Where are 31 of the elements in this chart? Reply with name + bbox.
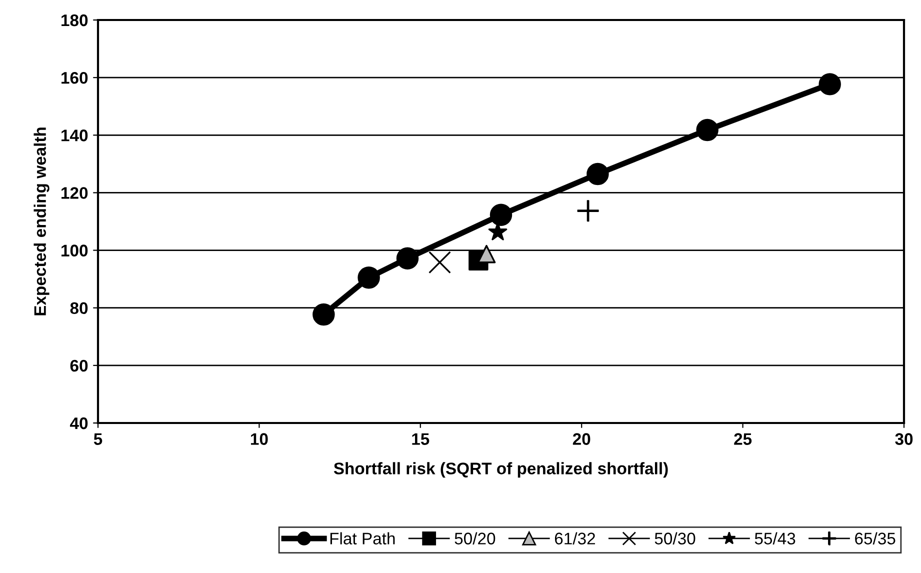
x-tick-label: 30 — [895, 433, 913, 445]
y-tick-label: 180 — [62, 14, 88, 26]
point — [396, 247, 419, 270]
legend-label: 50/30 — [654, 532, 696, 544]
x-tick-label: 5 — [94, 433, 102, 445]
point — [696, 118, 718, 142]
point — [586, 162, 609, 186]
y-tick-label: 80 — [70, 302, 88, 314]
legend-label: 50/20 — [454, 532, 496, 544]
x-tick-label: 20 — [572, 433, 590, 445]
y-tick-label: 40 — [70, 417, 88, 430]
x-tick-label: 25 — [734, 433, 752, 445]
y-axis-title: Expected ending wealth — [34, 128, 50, 316]
legend-label: 61/32 — [554, 532, 595, 544]
y-tick-label: 160 — [62, 72, 88, 84]
y-tick-label: 100 — [62, 244, 88, 256]
point — [358, 266, 380, 289]
point — [312, 303, 335, 326]
x-axis-title: Shortfall risk (SQRT of penalized shortfall) — [334, 462, 668, 478]
legend-label: Flat Path — [330, 532, 395, 544]
legend-label: 65/35 — [855, 532, 896, 544]
x-tick-label: 10 — [250, 433, 268, 445]
point — [577, 200, 599, 222]
point — [490, 204, 512, 226]
x-tick-label: 15 — [412, 433, 430, 445]
legend-label: 55/43 — [754, 532, 796, 544]
point — [818, 73, 841, 96]
y-tick-label: 120 — [62, 187, 88, 199]
y-tick-label: 60 — [70, 360, 88, 372]
point — [428, 251, 451, 274]
y-tick-label: 140 — [62, 130, 88, 142]
